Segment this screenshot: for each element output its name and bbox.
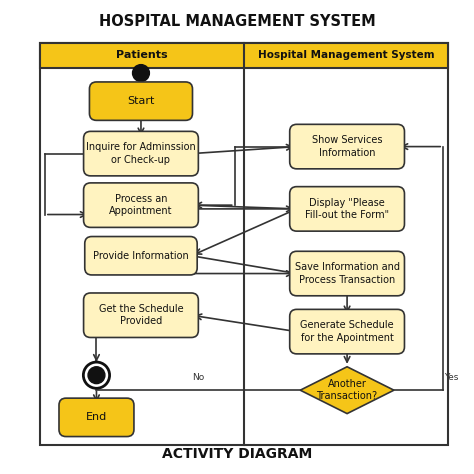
Text: Process an
Appointment: Process an Appointment [109, 194, 173, 216]
Polygon shape [300, 367, 394, 414]
Circle shape [83, 362, 109, 388]
FancyBboxPatch shape [85, 237, 197, 275]
Circle shape [88, 367, 105, 383]
Bar [40, 43, 448, 446]
Circle shape [133, 64, 149, 82]
Text: Provide Information: Provide Information [93, 251, 189, 261]
Text: ACTIVITY DIAGRAM: ACTIVITY DIAGRAM [162, 447, 312, 461]
Bar [40, 43, 448, 68]
Text: Hospital Management System: Hospital Management System [257, 50, 434, 61]
FancyBboxPatch shape [59, 398, 134, 437]
Text: Inquire for Adminssion
or Check-up: Inquire for Adminssion or Check-up [86, 142, 196, 165]
Text: Patients: Patients [116, 50, 168, 61]
Text: Another
Transaction?: Another Transaction? [317, 379, 378, 401]
Text: Start: Start [128, 96, 155, 106]
FancyBboxPatch shape [90, 82, 192, 120]
FancyBboxPatch shape [83, 293, 198, 337]
FancyBboxPatch shape [290, 251, 404, 296]
Text: Generate Schedule
for the Apointment: Generate Schedule for the Apointment [300, 320, 394, 343]
Text: Yes: Yes [444, 373, 458, 382]
FancyBboxPatch shape [290, 310, 404, 354]
Text: Get the Schedule
Provided: Get the Schedule Provided [99, 304, 183, 327]
FancyBboxPatch shape [290, 187, 404, 231]
Text: HOSPITAL MANAGEMENT SYSTEM: HOSPITAL MANAGEMENT SYSTEM [99, 15, 375, 29]
FancyBboxPatch shape [83, 131, 198, 176]
Text: End: End [86, 412, 107, 422]
Text: Save Information and
Process Transaction: Save Information and Process Transaction [294, 262, 400, 285]
Text: Display "Please
Fill-out the Form": Display "Please Fill-out the Form" [305, 198, 389, 220]
Text: Show Services
Information: Show Services Information [312, 136, 383, 158]
FancyBboxPatch shape [83, 183, 198, 228]
Text: No: No [192, 373, 204, 382]
FancyBboxPatch shape [290, 124, 404, 169]
